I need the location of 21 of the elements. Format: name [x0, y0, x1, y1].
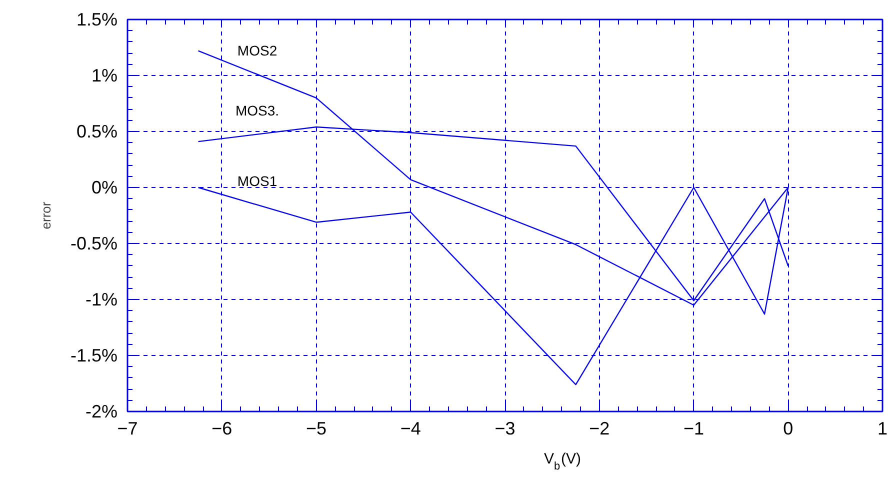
x-tick-label: −2 [589, 418, 610, 438]
y-tick-label: 1.5% [76, 10, 118, 30]
x-tick-label: −1 [683, 418, 704, 438]
series-label: MOS2 [237, 42, 278, 58]
x-tick-label: −3 [494, 418, 516, 438]
y-tick-label: 0.5% [76, 122, 118, 142]
x-tick-label: −4 [400, 418, 421, 438]
y-tick-label: -1% [85, 290, 118, 310]
x-tick-label: −7 [117, 418, 138, 438]
y-tick-label: 0% [91, 178, 118, 198]
x-tick-label: 1 [877, 418, 888, 438]
y-axis-title: error [38, 201, 54, 230]
x-tick-label: 0 [783, 418, 794, 438]
series-label: MOS1 [237, 172, 278, 189]
x-tick-label: −6 [212, 418, 232, 438]
y-tick-label: -2% [85, 402, 118, 422]
series-label: MOS3. [235, 102, 280, 118]
y-tick-label: 1% [91, 66, 118, 86]
y-tick-label: -0.5% [70, 234, 118, 254]
x-tick-label: −5 [306, 418, 327, 438]
y-tick-label: -1.5% [70, 346, 118, 366]
